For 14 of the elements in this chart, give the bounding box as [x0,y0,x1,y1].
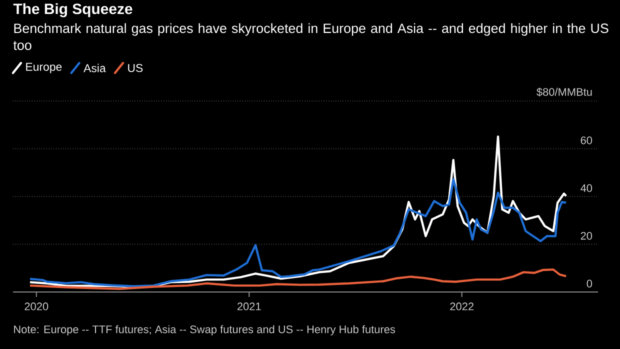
x-tick-label: 2022 [450,302,474,310]
x-tick-label: 2020 [24,302,48,310]
y-tick-label: 20 [580,232,592,240]
text: Note: Europe -- TTF futures; Asia -- Swap futures and US -- Henry Hub futures [14,325,396,336]
y-tick-label: 60 [580,136,592,144]
legend-label: Europe [26,62,62,74]
legend-label: Asia [84,64,106,72]
y-tick-label: $80/MMBtu [536,88,592,96]
chart-subtitle: Benchmark natural gas prices have skyrocketed in Europe and Asia -- and edged higher in the US too [13,23,608,50]
x-tick-label: 2021 [237,302,261,310]
legend-label: US [128,64,143,72]
y-tick-label: 40 [580,184,592,192]
chart-title: The Big Squeeze [13,3,132,18]
y-tick-label: 0 [586,280,592,288]
